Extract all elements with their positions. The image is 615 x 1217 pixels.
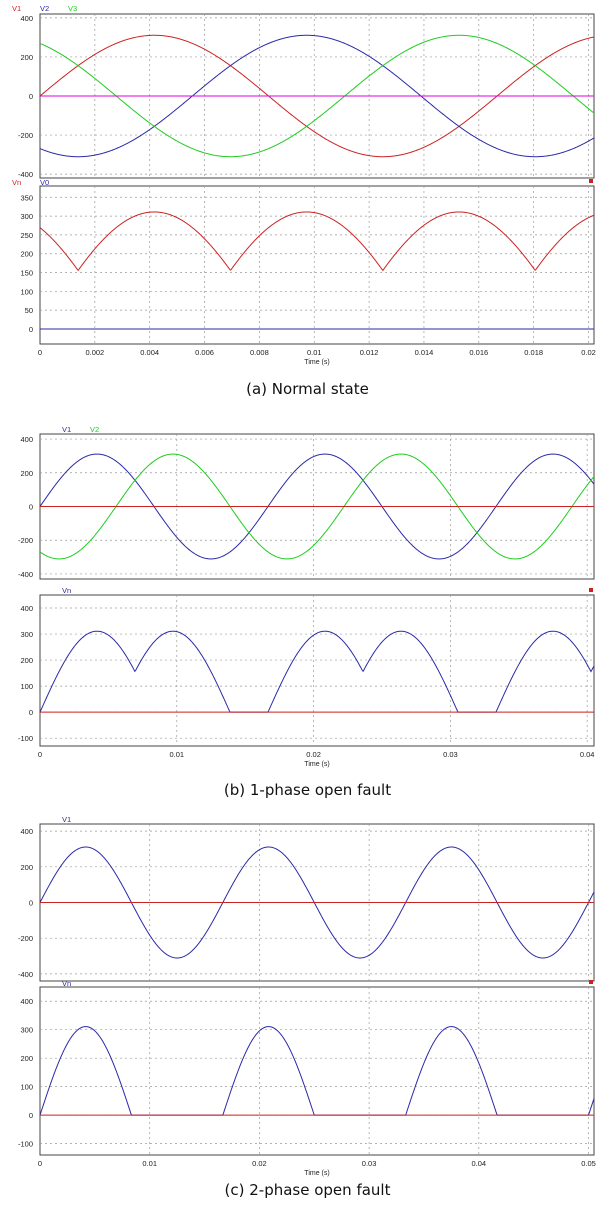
y-tick-label: 400 bbox=[20, 827, 33, 836]
y-tick-label: -400 bbox=[18, 970, 33, 979]
y-tick-label: 200 bbox=[20, 1054, 33, 1063]
legend-V3: V3 bbox=[68, 4, 77, 13]
y-tick-label: 100 bbox=[20, 287, 33, 296]
y-tick-label: 300 bbox=[20, 212, 33, 221]
x-tick-label: 0.03 bbox=[443, 750, 458, 759]
legend-V2: V2 bbox=[40, 4, 49, 13]
x-tick-label: 0.002 bbox=[85, 348, 104, 357]
chart-b-bottom: 400 300 200 100 0 -100 0 0.01 0.02 0.03 0.04 Time (… bbox=[18, 586, 595, 768]
x-tick-label: 0.006 bbox=[195, 348, 214, 357]
series-Vn bbox=[39, 211, 595, 272]
x-tick-label: 0.03 bbox=[362, 1159, 377, 1168]
x-axis-label: Time (s) bbox=[304, 359, 329, 366]
caption-a: (a) Normal state bbox=[246, 380, 369, 398]
legend-Vn: Vn bbox=[12, 178, 21, 187]
legend-V1: V1 bbox=[62, 815, 71, 824]
y-tick-label: 400 bbox=[20, 435, 33, 444]
chart-c-top: 400 200 0 -200 -400 V1 bbox=[18, 815, 595, 982]
x-tick-label: 0 bbox=[38, 750, 42, 759]
legend-Vn: Vn bbox=[62, 586, 71, 595]
x-tick-label: 0.02 bbox=[581, 348, 596, 357]
y-tick-label: -100 bbox=[18, 734, 33, 743]
x-tick-label: 0.018 bbox=[524, 348, 543, 357]
legend-Vn: Vn bbox=[62, 979, 71, 988]
x-tick-label: 0.04 bbox=[472, 1159, 487, 1168]
y-tick-label: -400 bbox=[18, 570, 33, 579]
x-tick-label: 0 bbox=[38, 1159, 42, 1168]
plot-frame bbox=[39, 185, 595, 345]
series-V1 bbox=[39, 846, 595, 959]
y-tick-label: 200 bbox=[20, 250, 33, 259]
y-tick-label: 0 bbox=[29, 899, 33, 908]
x-tick-label: 0.01 bbox=[307, 348, 322, 357]
plot-frame bbox=[39, 986, 595, 1156]
y-tick-label: 150 bbox=[20, 269, 33, 278]
series-V3 bbox=[39, 34, 595, 158]
y-tick-label: 400 bbox=[20, 14, 33, 23]
legend-V1: V1 bbox=[62, 425, 71, 434]
y-tick-label: 0 bbox=[29, 92, 33, 101]
panel-marker bbox=[589, 588, 593, 592]
legend-V0: V0 bbox=[40, 178, 49, 187]
x-tick-label: 0.02 bbox=[306, 750, 321, 759]
x-tick-label: 0.01 bbox=[169, 750, 184, 759]
y-tick-label: 250 bbox=[20, 231, 33, 240]
y-tick-label: 100 bbox=[20, 682, 33, 691]
x-tick-label: 0.05 bbox=[581, 1159, 596, 1168]
series-V1 bbox=[39, 34, 595, 158]
series-V2 bbox=[39, 34, 595, 158]
series-Vn bbox=[39, 630, 595, 713]
y-tick-label: -200 bbox=[18, 934, 33, 943]
y-tick-label: 0 bbox=[29, 503, 33, 512]
y-tick-label: 200 bbox=[20, 469, 33, 478]
y-tick-label: 400 bbox=[20, 997, 33, 1006]
panel-marker bbox=[589, 980, 593, 984]
y-tick-label: -200 bbox=[18, 131, 33, 140]
y-tick-label: 0 bbox=[29, 708, 33, 717]
legend-V1: V1 bbox=[12, 4, 21, 13]
chart-a-top: 400 200 0 -200 -400 V1 V2 V3 bbox=[12, 4, 595, 179]
series-V1 bbox=[39, 453, 595, 560]
y-tick-label: 200 bbox=[20, 53, 33, 62]
y-tick-label: -400 bbox=[18, 170, 33, 179]
y-tick-label: 300 bbox=[20, 630, 33, 639]
panel-marker bbox=[589, 179, 593, 183]
x-tick-label: 0.01 bbox=[142, 1159, 157, 1168]
caption-c: (c) 2-phase open fault bbox=[224, 1181, 391, 1199]
y-tick-label: 200 bbox=[20, 656, 33, 665]
y-tick-label: -100 bbox=[18, 1140, 33, 1149]
chart-c-bottom: 400 300 200 100 0 -100 0 0.01 0.02 0.03 0.04 0.05 Ti… bbox=[18, 979, 596, 1177]
x-tick-label: 0.016 bbox=[469, 348, 488, 357]
y-tick-label: 350 bbox=[20, 193, 33, 202]
series-V2 bbox=[39, 453, 595, 560]
x-tick-label: 0.04 bbox=[580, 750, 595, 759]
y-tick-label: 300 bbox=[20, 1026, 33, 1035]
x-axis-label: Time (s) bbox=[304, 761, 329, 768]
x-tick-label: 0.008 bbox=[250, 348, 269, 357]
chart-a-bottom: 350 300 250 200 150 100 50 0 0 0.002 0.004 0.006 0.0… bbox=[12, 178, 596, 366]
y-tick-label: 400 bbox=[20, 604, 33, 613]
caption-b: (b) 1-phase open fault bbox=[223, 781, 392, 799]
x-tick-label: 0.014 bbox=[415, 348, 434, 357]
x-tick-label: 0.004 bbox=[140, 348, 159, 357]
y-tick-label: 200 bbox=[20, 863, 33, 872]
y-tick-label: 100 bbox=[20, 1083, 33, 1092]
y-tick-label: 50 bbox=[25, 306, 33, 315]
legend-V2: V2 bbox=[90, 425, 99, 434]
x-tick-label: 0 bbox=[38, 348, 42, 357]
x-axis-label: Time (s) bbox=[304, 1170, 329, 1177]
plot-frame bbox=[39, 594, 595, 747]
chart-b-top: 400 200 0 -200 -400 V1 V2 bbox=[18, 425, 595, 580]
y-tick-label: 0 bbox=[29, 1111, 33, 1120]
y-tick-label: -200 bbox=[18, 536, 33, 545]
x-tick-label: 0.012 bbox=[360, 348, 379, 357]
x-tick-label: 0.02 bbox=[252, 1159, 267, 1168]
y-tick-label: 0 bbox=[29, 325, 33, 334]
